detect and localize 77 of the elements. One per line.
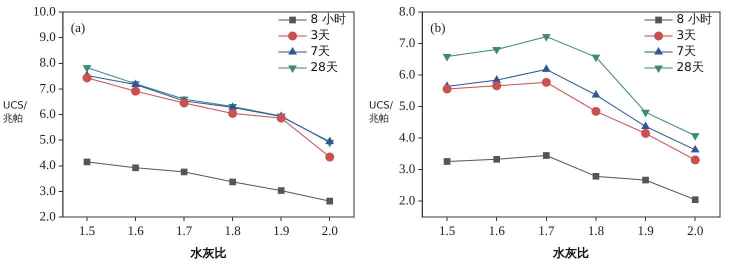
point — [492, 81, 502, 90]
x-tick-label: 2.0 — [322, 223, 338, 238]
legend-label: 28天 — [676, 60, 704, 74]
x-tick-label: 1.5 — [438, 223, 456, 238]
x-tick-label: 1.6 — [127, 223, 144, 238]
legend-label: 7天 — [310, 44, 330, 58]
y-tick-label: 5.0 — [40, 132, 56, 147]
point — [325, 152, 334, 162]
point — [542, 152, 550, 159]
x-tick-label: 2.0 — [687, 223, 704, 238]
point — [326, 137, 334, 144]
point — [131, 86, 140, 96]
point — [180, 168, 188, 176]
point — [84, 158, 90, 166]
point — [278, 187, 285, 194]
y-tick-label: 3.0 — [40, 182, 56, 198]
x-tick-label: 1.8 — [224, 223, 241, 238]
legend-label: 3天 — [676, 28, 696, 42]
y-tick-label: 7.0 — [399, 34, 416, 50]
point — [642, 176, 649, 184]
x-tick-label: 1.7 — [538, 223, 555, 238]
x-tick-label: 1.5 — [78, 223, 96, 238]
point — [542, 78, 551, 87]
y-tick-label: 2.0 — [399, 192, 416, 208]
point — [492, 47, 501, 54]
point — [542, 34, 550, 42]
point — [691, 145, 700, 152]
point — [592, 54, 600, 62]
point — [443, 54, 452, 61]
point — [642, 122, 650, 129]
point — [444, 158, 450, 165]
point — [132, 164, 139, 172]
x-tick-label: 1.9 — [273, 223, 290, 238]
legend-label: 8 小时 — [676, 12, 712, 26]
x-tick-label: 1.6 — [488, 223, 506, 238]
y-axis-title: UCS/兆帕 — [369, 100, 394, 125]
point — [641, 128, 650, 138]
y-tick-label: 8.0 — [40, 54, 56, 70]
point — [691, 133, 700, 140]
point — [83, 65, 91, 72]
point — [592, 172, 600, 180]
y-tick-label: 4.0 — [399, 130, 416, 145]
point — [442, 84, 452, 94]
point — [326, 198, 334, 204]
point — [591, 106, 600, 116]
y-tick-label: 3.0 — [399, 161, 416, 176]
y-tick-label: 6.0 — [40, 106, 56, 121]
point — [690, 155, 700, 164]
legend-label: 3天 — [310, 28, 330, 42]
y-tick-label: 9.0 — [40, 29, 56, 44]
y-tick-label: 8.0 — [399, 3, 416, 18]
x-tick-label: 1.9 — [637, 223, 654, 238]
legend-label: 28天 — [310, 60, 338, 74]
y-tick-label: 10.0 — [33, 3, 56, 18]
y-axis-title: UCS/兆帕 — [3, 100, 28, 125]
point — [542, 64, 550, 72]
y-tick-label: 4.0 — [40, 157, 56, 172]
text: (b) — [430, 20, 446, 35]
point — [228, 108, 238, 118]
legend-label: 7天 — [676, 44, 696, 58]
text: (a) — [70, 20, 86, 35]
y-tick-label: 7.0 — [40, 80, 56, 96]
legend-label: 8 小时 — [310, 12, 346, 26]
y-tick-label: 6.0 — [399, 66, 416, 82]
y-tick-label: 2.0 — [40, 208, 56, 224]
x-tick-label: 1.7 — [176, 223, 193, 238]
point — [229, 178, 236, 186]
y-tick-label: 5.0 — [399, 98, 416, 114]
point — [180, 98, 189, 108]
point — [493, 156, 500, 163]
point — [592, 90, 600, 98]
x-axis-title: 水灰比 — [552, 246, 590, 260]
x-axis-title: 水灰比 — [189, 246, 226, 260]
point — [642, 110, 650, 117]
x-tick-label: 1.8 — [588, 223, 604, 238]
point — [692, 196, 699, 203]
point — [82, 73, 92, 82]
